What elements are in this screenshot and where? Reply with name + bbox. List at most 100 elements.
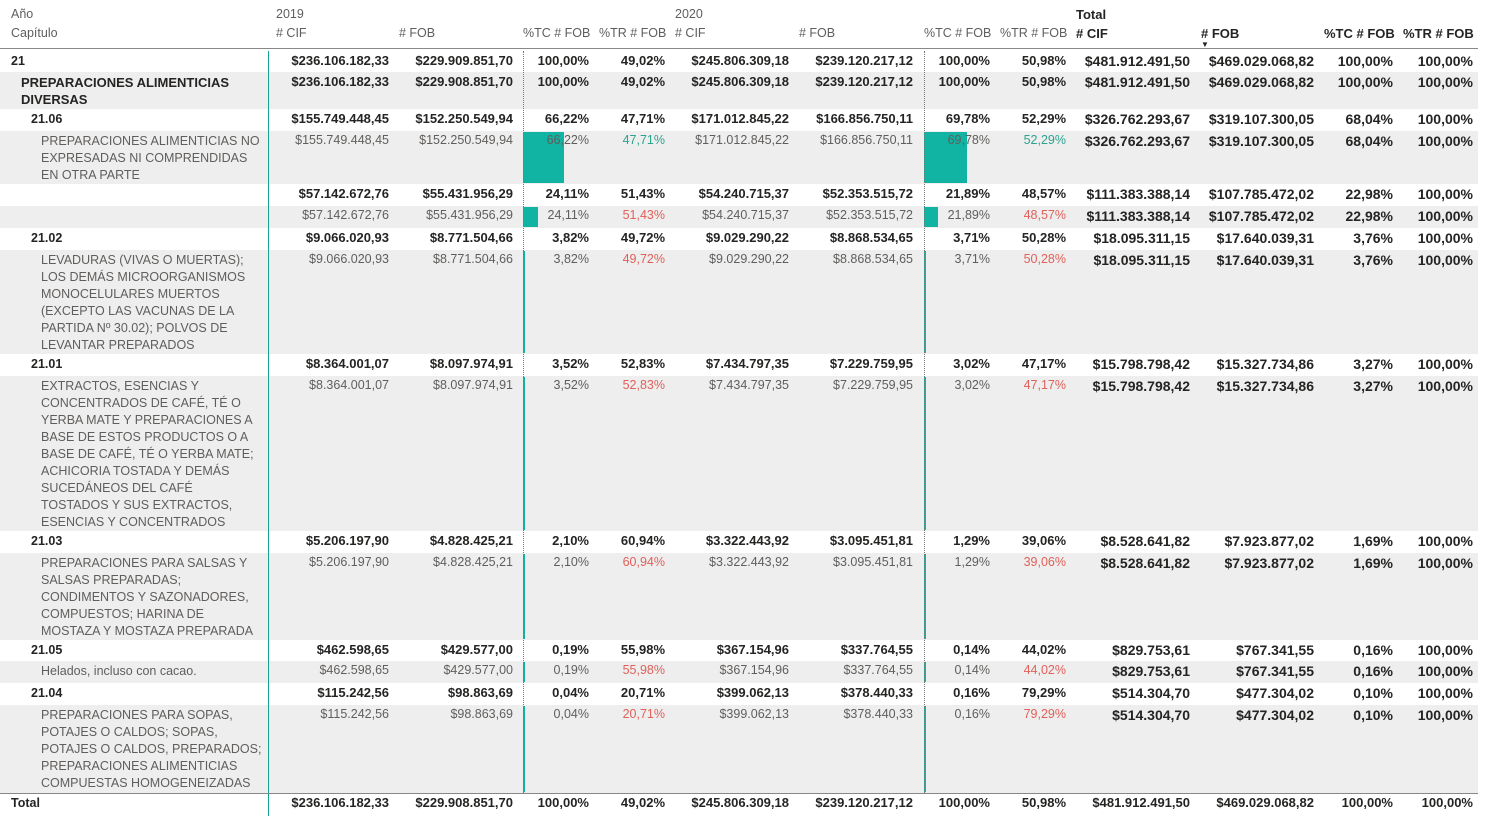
header-2019-fob[interactable]: # FOB bbox=[399, 26, 436, 40]
cell-tr-2020: 50,98% bbox=[1021, 53, 1066, 68]
table-row-group[interactable]: 21 $236.106.182,33 $229.909.851,70 100,00% 4… bbox=[0, 51, 1478, 72]
table-row-group[interactable]: $57.142.672,76 $55.431.956,29 24,11% 51,43%… bbox=[0, 184, 1478, 206]
cell-tr-total: 100,00% bbox=[1417, 74, 1473, 90]
table-row-detail[interactable]: EXTRACTOS, ESENCIAS Y CONCENTRADOS DE CA… bbox=[0, 376, 1478, 531]
table-row-group[interactable]: 21.05 $462.598,65 $429.577,00 0,19% 55,98% $3… bbox=[0, 640, 1478, 661]
table-row-group[interactable]: 21.02 $9.066.020,93 $8.771.504,66 3,82% 49,7… bbox=[0, 228, 1478, 250]
row-label[interactable]: 21.03 bbox=[31, 534, 63, 548]
table-row-detail[interactable]: PREPARACIONES PARA SALSAS Y SALSAS PREPA… bbox=[0, 553, 1478, 640]
data-bar-tc-2020 bbox=[924, 706, 926, 792]
cell-tr-2020: 48,57% bbox=[1021, 186, 1066, 201]
cell-tr-2019: 51,43% bbox=[622, 208, 665, 222]
row-label[interactable]: 21.05 bbox=[31, 643, 63, 657]
sort-down-icon[interactable]: ▼ bbox=[1201, 40, 1209, 49]
cell-cif-total: $829.753,61 bbox=[1112, 642, 1190, 658]
data-bar-tc-2020 bbox=[924, 251, 927, 353]
cell-tc-2020: 3,71% bbox=[954, 252, 990, 266]
table-row-group[interactable]: 21.04 $115.242,56 $98.863,69 0,04% 20,71% $39… bbox=[0, 683, 1478, 705]
cell-fob-2019: $152.250.549,94 bbox=[419, 133, 513, 147]
header-2019-tc[interactable]: %TC # FOB bbox=[523, 26, 591, 40]
cell-cif-2019: $8.364.001,07 bbox=[309, 378, 389, 392]
cell-tc-total: 100,00% bbox=[1337, 53, 1393, 69]
cell-tc-2019: 100,00% bbox=[537, 53, 589, 68]
table-row-detail[interactable]: Helados, incluso con cacao. $462.598,65 $4… bbox=[0, 661, 1478, 683]
cell-cif-2019: $8.364.001,07 bbox=[305, 356, 389, 371]
cell-tr-total: 100,00% bbox=[1417, 252, 1473, 268]
table-row-group[interactable]: 21.01 $8.364.001,07 $8.097.974,91 3,52% 52,8… bbox=[0, 354, 1478, 376]
cell-tr-2020: 44,02% bbox=[1021, 642, 1066, 657]
total-label[interactable]: Total bbox=[11, 796, 40, 810]
row-label[interactable]: 21.02 bbox=[31, 231, 63, 245]
table-row-detail[interactable]: LEVADURAS (VIVAS O MUERTAS); LOS DEMÁS M… bbox=[0, 250, 1478, 354]
row-label[interactable]: PREPARACIONES ALIMENTICIAS DIVERSAS bbox=[21, 75, 230, 107]
cell-tr-total: 100,00% bbox=[1417, 642, 1473, 658]
table-row-group[interactable]: PREPARACIONES ALIMENTICIAS DIVERSAS $236.… bbox=[0, 72, 1478, 109]
cell-tr-2019: 55,98% bbox=[622, 663, 665, 677]
row-label[interactable]: PREPARACIONES ALIMENTICIAS NO EXPRESADAS… bbox=[41, 134, 260, 182]
header-chapter-label: Capítulo bbox=[11, 26, 58, 40]
cell-cif-2020: $7.434.797,35 bbox=[705, 356, 789, 371]
total-row[interactable]: Total $236.106.182,33 $229.908.851,70 100,0… bbox=[0, 793, 1478, 819]
cell-cif-2019: $5.206.197,90 bbox=[309, 555, 389, 569]
data-bar-tc-2019 bbox=[523, 132, 565, 183]
data-bar-tc-2019 bbox=[523, 706, 525, 792]
row-label[interactable]: PREPARACIONES PARA SOPAS, POTAJES O CALD… bbox=[41, 708, 262, 790]
cell-cif-total: $15.798.798,42 bbox=[1092, 378, 1190, 394]
cell-fob-total: $7.923.877,02 bbox=[1224, 555, 1314, 571]
table-row-detail[interactable]: PREPARACIONES PARA SOPAS, POTAJES O CALD… bbox=[0, 705, 1478, 793]
year-divider-2020 bbox=[924, 51, 925, 793]
cell-cif-2019: $9.066.020,93 bbox=[305, 230, 389, 245]
cell-cif-total: $18.095.311,15 bbox=[1093, 230, 1190, 246]
row-label[interactable]: 21.04 bbox=[31, 686, 63, 700]
row-label[interactable]: 21 bbox=[11, 54, 25, 68]
cell-tc-2019: 0,04% bbox=[552, 685, 589, 700]
cell-tr-2019: 47,71% bbox=[620, 111, 665, 126]
table-row-detail[interactable]: PREPARACIONES ALIMENTICIAS NO EXPRESADAS… bbox=[0, 131, 1478, 184]
table-row-group[interactable]: 21.06 $155.749.448,45 $152.250.549,94 66,22… bbox=[0, 109, 1478, 131]
row-label[interactable]: LEVADURAS (VIVAS O MUERTAS); LOS DEMÁS M… bbox=[41, 253, 246, 352]
cell-cif-total: $15.798.798,42 bbox=[1092, 356, 1190, 372]
cell-tr-2019: 52,83% bbox=[620, 356, 665, 371]
cell-fob-2020: $8.868.534,65 bbox=[833, 252, 913, 266]
cell-fob-total: $319.107.300,05 bbox=[1208, 133, 1314, 149]
cell-fob-total: $107.785.472,02 bbox=[1208, 208, 1314, 224]
cell-fob-2019: $152.250.549,94 bbox=[415, 111, 513, 126]
cell-tr-total: 100,00% bbox=[1417, 685, 1473, 701]
header-total-cif[interactable]: # CIF bbox=[1076, 26, 1108, 41]
header-2020-tr[interactable]: %TR # FOB bbox=[1000, 26, 1068, 40]
cell-tc-2019: 0,19% bbox=[553, 663, 589, 677]
data-bar-tc-2020 bbox=[924, 207, 938, 227]
cell-fob-total: $319.107.300,05 bbox=[1208, 111, 1314, 127]
row-label[interactable]: PREPARACIONES PARA SALSAS Y SALSAS PREPA… bbox=[41, 556, 254, 638]
row-label[interactable]: 21.01 bbox=[31, 357, 63, 371]
cell-cif-2020: $399.062,13 bbox=[719, 707, 789, 721]
cell-tc-total: 3,76% bbox=[1353, 230, 1393, 246]
header-total-fob[interactable]: # FOB bbox=[1201, 26, 1240, 41]
cell-tr-total: 100,00% bbox=[1417, 707, 1473, 723]
cell-cif-2020: $245.806.309,18 bbox=[691, 53, 789, 68]
header-2020-cif[interactable]: # CIF bbox=[675, 26, 706, 40]
header-2019-tr[interactable]: %TR # FOB bbox=[599, 26, 667, 40]
row-label[interactable]: Helados, incluso con cacao. bbox=[41, 664, 197, 678]
cell-cif-2019: $115.242,56 bbox=[320, 707, 389, 721]
cell-fob-2020: $7.229.759,95 bbox=[829, 356, 913, 371]
cell-tr-2020: 50,98% bbox=[1021, 74, 1066, 89]
cell-tc-total: 1,69% bbox=[1353, 533, 1393, 549]
header-2019-cif[interactable]: # CIF bbox=[276, 26, 307, 40]
row-label[interactable]: EXTRACTOS, ESENCIAS Y CONCENTRADOS DE CA… bbox=[41, 379, 254, 529]
cell-cif-2020: $367.154,96 bbox=[716, 642, 789, 657]
cell-fob-total: $107.785.472,02 bbox=[1208, 186, 1314, 202]
cell-tr-2019: 20,71% bbox=[620, 685, 665, 700]
cell-tr-total: 100,00% bbox=[1417, 356, 1473, 372]
year-divider-2019 bbox=[523, 51, 524, 793]
row-label[interactable]: 21.06 bbox=[31, 112, 63, 126]
cell-fob-2020: $239.120.217,12 bbox=[815, 795, 913, 810]
header-total-tc[interactable]: %TC # FOB bbox=[1324, 26, 1395, 41]
table-row-group[interactable]: 21.03 $5.206.197,90 $4.828.425,21 2,10% 60,9… bbox=[0, 531, 1478, 553]
header-total-tr[interactable]: %TR # FOB bbox=[1403, 26, 1474, 41]
table-row-detail[interactable]: $57.142.672,76 $55.431.956,29 24,11% 51,43%… bbox=[0, 206, 1478, 228]
header-2020-tc[interactable]: %TC # FOB bbox=[924, 26, 992, 40]
header-year-2019: 2019 bbox=[276, 7, 304, 21]
header-2020-fob[interactable]: # FOB bbox=[799, 26, 836, 40]
cell-cif-2019: $57.142.672,76 bbox=[302, 208, 389, 222]
